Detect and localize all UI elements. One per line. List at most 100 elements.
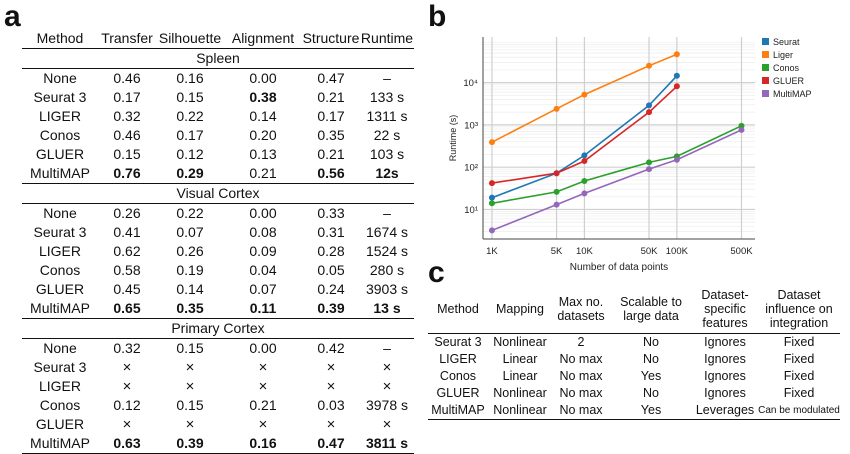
panel-letter-b: b <box>428 0 447 33</box>
x-tick-label: 50K <box>641 246 659 257</box>
table-row: Seurat 3 0.41 0.07 0.08 0.31 1674 s <box>22 223 414 242</box>
header-silhouette: Silhouette <box>156 28 224 49</box>
data-point-seurat <box>488 194 495 201</box>
feature-cell: Nonlinear <box>493 335 547 349</box>
method-cell: Conos <box>39 397 81 413</box>
data-point-multimap <box>673 156 680 163</box>
value-cell: 0.31 <box>317 224 345 240</box>
table-row: Seurat 3 × × × × × <box>22 358 414 377</box>
value-cell: 0.00 <box>249 205 277 221</box>
data-point-multimap <box>553 201 560 208</box>
value-cell: 0.62 <box>113 243 141 259</box>
value-cell: 0.47 <box>317 70 345 86</box>
table-row: LIGER Linear No max No Ignores Fixed <box>428 351 840 368</box>
feature-header-influence: Dataset influence on integration <box>758 288 840 334</box>
value-cell: 1524 s <box>365 243 409 259</box>
feature-cell: Fixed <box>783 369 815 383</box>
value-cell: – <box>383 70 391 86</box>
y-tick-label: 10¹ <box>464 205 478 216</box>
panel-letter-a: a <box>4 0 21 33</box>
data-point-seurat <box>646 102 653 109</box>
legend-label-multimap: MultiMAP <box>773 89 812 99</box>
method-cell: MultiMAP <box>22 299 98 319</box>
feature-table-header-row: Method Mapping Max no. datasets Scalable… <box>428 288 840 334</box>
header-method: Method <box>22 28 98 49</box>
value-cell: 0.21 <box>249 397 277 413</box>
header-structure: Structure <box>302 28 360 49</box>
legend-label-conos: Conos <box>773 63 800 73</box>
panel-letter-c: c <box>428 256 445 289</box>
table-row: Conos 0.46 0.17 0.20 0.35 22 s <box>22 126 414 145</box>
value-cell: 0.11 <box>224 299 302 319</box>
method-cell: Seurat 3 <box>33 89 87 105</box>
section-title: Visual Cortex <box>22 183 414 204</box>
value-cell: 0.33 <box>317 205 345 221</box>
value-cell: × <box>185 359 195 376</box>
data-point-liger <box>581 91 588 98</box>
data-point-seurat <box>673 72 680 79</box>
value-cell: 0.13 <box>249 146 277 162</box>
data-point-liger <box>673 51 680 58</box>
table-row: LIGER × × × × × <box>22 377 414 396</box>
value-cell: 13 s <box>360 299 414 319</box>
table-row: MultiMAP Nonlinear No max Yes Leverages Can b… <box>428 402 840 420</box>
value-cell: × <box>258 378 268 395</box>
feature-table-body: Seurat 3 Nonlinear 2 No Ignores Fixed LIGER Lin… <box>428 334 840 420</box>
benchmark-table-panel: Method Transfer Silhouette Alignment Str… <box>22 28 414 454</box>
value-cell: 0.21 <box>317 89 345 105</box>
table-row: GLUER 0.45 0.14 0.07 0.24 3903 s <box>22 280 414 299</box>
table-row: LIGER 0.32 0.22 0.14 0.17 1311 s <box>22 107 414 126</box>
value-cell: 0.24 <box>317 281 345 297</box>
value-cell: × <box>185 416 195 433</box>
table-row: None 0.46 0.16 0.00 0.47 – <box>22 69 414 89</box>
feature-comparison-table: Method Mapping Max no. datasets Scalable… <box>428 288 840 420</box>
value-cell: 3811 s <box>360 434 414 454</box>
section-title: Primary Cortex <box>22 318 414 339</box>
data-point-multimap <box>646 166 653 173</box>
value-cell: – <box>383 205 391 221</box>
data-point-conos <box>581 178 588 185</box>
value-cell: 0.16 <box>176 70 204 86</box>
feature-cell: No <box>643 386 659 400</box>
table-row: Seurat 3 Nonlinear 2 No Ignores Fixed <box>428 334 840 352</box>
value-cell: 0.21 <box>317 146 345 162</box>
legend-swatch-liger <box>762 51 769 58</box>
value-cell: 133 s <box>369 89 405 105</box>
value-cell: 0.46 <box>113 70 141 86</box>
series-line-multimap <box>491 129 742 232</box>
legend-swatch-gluer <box>762 77 769 84</box>
value-cell: × <box>185 378 195 395</box>
feature-cell: Fixed <box>783 335 815 349</box>
feature-cell: Linear <box>502 369 538 383</box>
value-cell: 22 s <box>373 127 401 143</box>
legend-swatch-seurat <box>762 38 769 45</box>
feature-cell: Nonlinear <box>493 386 547 400</box>
value-cell: 0.45 <box>113 281 141 297</box>
value-cell: 0.08 <box>249 224 277 240</box>
method-cell: None <box>43 70 77 86</box>
feature-cell: No max <box>552 402 610 420</box>
value-cell: 0.21 <box>224 164 302 184</box>
feature-cell: Leverages <box>692 402 758 420</box>
table-row: Seurat 3 0.17 0.15 0.38 0.21 133 s <box>22 88 414 107</box>
y-axis-label: Runtime (s) <box>448 115 458 162</box>
value-cell: × <box>122 416 132 433</box>
data-point-liger <box>553 105 560 112</box>
table-row: GLUER × × × × × <box>22 415 414 434</box>
method-cell: LIGER <box>38 108 81 124</box>
method-cell: LIGER <box>38 378 81 394</box>
value-cell: × <box>258 359 268 376</box>
value-cell: 0.63 <box>98 434 156 454</box>
x-tick-label: 1K <box>486 246 498 257</box>
value-cell: 0.42 <box>317 340 345 356</box>
method-cell: GLUER <box>35 281 85 297</box>
y-tick-label: 10² <box>464 163 478 174</box>
value-cell: 0.17 <box>176 127 204 143</box>
value-cell: 0.15 <box>176 89 204 105</box>
value-cell: 0.22 <box>176 205 204 221</box>
value-cell: 0.32 <box>113 108 141 124</box>
method-cell: None <box>43 205 77 221</box>
benchmark-table: Method Transfer Silhouette Alignment Str… <box>22 28 414 454</box>
table-row: LIGER 0.62 0.26 0.09 0.28 1524 s <box>22 242 414 261</box>
value-cell: – <box>383 340 391 356</box>
